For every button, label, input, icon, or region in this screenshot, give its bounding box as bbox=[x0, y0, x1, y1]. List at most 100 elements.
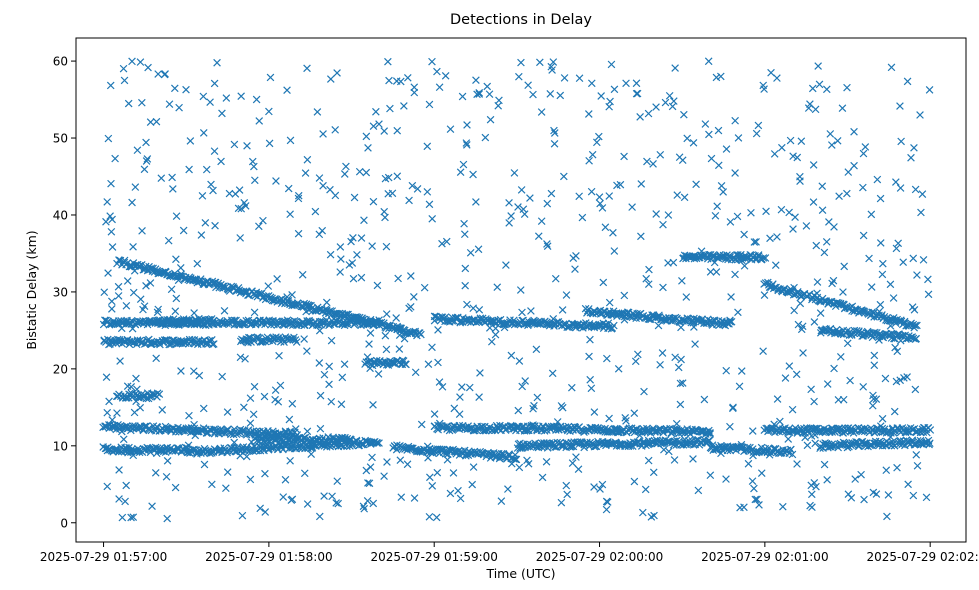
clutter-point bbox=[813, 289, 821, 298]
clutter-point bbox=[179, 338, 188, 346]
clutter-point bbox=[223, 468, 232, 476]
clutter-point bbox=[171, 307, 180, 316]
clutter-point bbox=[658, 349, 667, 357]
clutter-point bbox=[491, 330, 500, 339]
clutter-point bbox=[249, 410, 258, 419]
clutter-point bbox=[510, 169, 519, 177]
clutter-point bbox=[677, 355, 685, 364]
track-point bbox=[926, 426, 935, 434]
clutter-point bbox=[765, 451, 774, 459]
detection-points bbox=[99, 57, 935, 523]
y-axis-label: Bistatic Delay (km) bbox=[24, 230, 39, 349]
clutter-point bbox=[521, 377, 530, 385]
clutter-point bbox=[568, 459, 577, 467]
clutter-point bbox=[820, 248, 829, 257]
clutter-point bbox=[369, 197, 378, 206]
clutter-point bbox=[574, 465, 583, 474]
clutter-point bbox=[811, 439, 820, 448]
clutter-point bbox=[820, 460, 829, 469]
clutter-point bbox=[678, 277, 686, 285]
clutter-point bbox=[122, 481, 131, 490]
track-point bbox=[808, 295, 816, 304]
clutter-point bbox=[562, 291, 571, 299]
clutter-point bbox=[242, 452, 251, 461]
clutter-point bbox=[778, 143, 786, 152]
clutter-point bbox=[575, 192, 583, 201]
track-point bbox=[706, 428, 714, 437]
clutter-point bbox=[733, 212, 742, 221]
clutter-point bbox=[814, 62, 822, 70]
clutter-point bbox=[428, 57, 436, 66]
clutter-point bbox=[515, 357, 524, 365]
clutter-point bbox=[526, 194, 534, 202]
y-tick-label: 60 bbox=[53, 55, 68, 69]
clutter-point bbox=[851, 475, 860, 483]
clutter-point bbox=[382, 242, 391, 251]
clutter-point bbox=[382, 345, 391, 354]
axes-frame bbox=[75, 37, 967, 543]
clutter-point bbox=[550, 129, 559, 137]
clutter-point bbox=[554, 425, 563, 434]
clutter-point bbox=[241, 355, 249, 363]
clutter-point bbox=[889, 294, 898, 302]
clutter-point bbox=[530, 316, 538, 325]
clutter-point bbox=[843, 339, 852, 348]
clutter-point bbox=[363, 353, 372, 361]
clutter-point bbox=[487, 337, 496, 346]
clutter-point bbox=[167, 285, 176, 294]
clutter-point bbox=[876, 239, 885, 247]
clutter-point bbox=[776, 417, 784, 426]
clutter-point bbox=[691, 340, 699, 348]
clutter-point bbox=[701, 120, 710, 128]
clutter-point bbox=[692, 180, 700, 189]
clutter-point bbox=[925, 86, 934, 94]
clutter-point bbox=[107, 179, 115, 188]
track-point bbox=[308, 306, 317, 315]
track-point bbox=[564, 422, 573, 431]
clutter-point bbox=[466, 248, 475, 257]
clutter-point bbox=[172, 255, 180, 264]
clutter-point bbox=[460, 219, 468, 228]
clutter-point bbox=[142, 281, 150, 290]
clutter-point bbox=[102, 373, 111, 382]
clutter-point bbox=[189, 367, 198, 375]
clutter-point bbox=[118, 513, 127, 522]
clutter-point bbox=[349, 233, 357, 242]
clutter-point bbox=[481, 133, 490, 142]
clutter-point bbox=[773, 233, 781, 241]
track-point bbox=[825, 298, 833, 306]
clutter-point bbox=[896, 336, 905, 345]
clutter-point bbox=[801, 433, 809, 442]
track-point bbox=[759, 254, 768, 262]
clutter-point bbox=[458, 383, 466, 391]
clutter-point bbox=[643, 157, 651, 166]
clutter-point bbox=[337, 255, 345, 263]
clutter-point bbox=[302, 307, 310, 316]
clutter-point bbox=[243, 142, 251, 150]
clutter-point bbox=[738, 256, 746, 265]
clutter-point bbox=[360, 216, 368, 225]
clutter-point bbox=[218, 372, 227, 381]
clutter-point bbox=[210, 147, 219, 155]
clutter-point bbox=[163, 456, 172, 465]
clutter-point bbox=[505, 219, 513, 227]
clutter-point bbox=[252, 95, 261, 104]
clutter-point bbox=[873, 175, 882, 184]
y-tick-label: 30 bbox=[53, 285, 68, 299]
clutter-point bbox=[388, 189, 397, 198]
clutter-point bbox=[119, 64, 128, 73]
clutter-point bbox=[493, 283, 502, 292]
clutter-point bbox=[722, 145, 731, 153]
clutter-point bbox=[240, 403, 248, 412]
clutter-point bbox=[380, 472, 388, 480]
clutter-point bbox=[117, 324, 126, 333]
clutter-point bbox=[202, 278, 211, 286]
clutter-point bbox=[603, 438, 612, 447]
clutter-point bbox=[136, 295, 145, 304]
clutter-point bbox=[642, 274, 651, 283]
clutter-point bbox=[107, 297, 116, 306]
clutter-point bbox=[443, 455, 452, 464]
clutter-point bbox=[143, 155, 152, 163]
clutter-point bbox=[585, 352, 593, 361]
clutter-point bbox=[547, 189, 556, 198]
